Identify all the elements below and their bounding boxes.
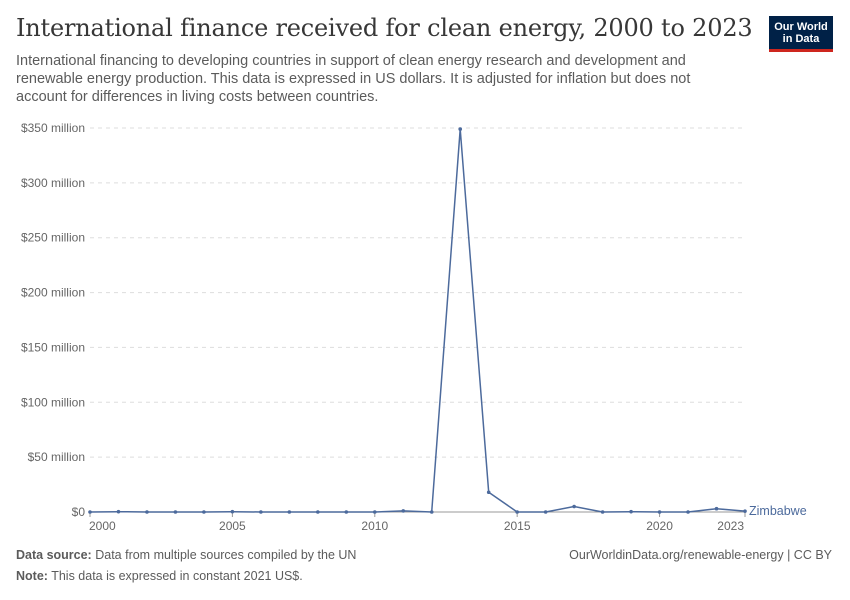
data-point [515,510,519,514]
data-point [600,510,605,514]
note-label: Note: [16,569,48,583]
y-tick-label: $250 million [21,231,85,245]
data-point [486,490,491,495]
series-line-zimbabwe [89,128,746,513]
x-tick-label: 2020 [646,519,673,533]
data-point [743,509,747,513]
y-tick-label: $200 million [21,286,85,300]
series-label: Zimbabwe [749,504,807,518]
y-tick-label: $100 million [21,395,85,409]
data-point [458,127,463,131]
logo-line-2: in Data [782,33,820,45]
data-point [344,510,349,514]
data-source-label: Data source: [16,548,92,562]
data-point [316,510,320,514]
chart-subtitle: International financing to developing co… [16,53,691,105]
data-point [116,509,121,514]
data-point [686,510,690,514]
y-tick-label: $300 million [21,176,85,190]
data-point [145,510,149,514]
data-note: Note: This data is expressed in constant… [16,569,303,583]
data-point [429,510,434,514]
y-tick-label: $350 million [21,121,85,135]
data-point [287,510,292,514]
data-source: Data source: Data from multiple sources … [16,548,356,562]
owid-logo[interactable]: Our World in Data [769,16,833,52]
data-source-text: Data from multiple sources compiled by t… [95,548,357,562]
x-tick-label: 2010 [361,519,388,533]
logo-line-1: Our World [774,21,828,33]
data-point [173,510,178,514]
line-chart: $0 $50 million $100 million $150 million $20… [21,121,807,533]
x-tick-label: 2023 [717,519,744,533]
data-point [572,504,576,509]
data-point [714,506,719,511]
data-point [401,509,406,513]
data-point [88,510,92,514]
data-point [629,509,633,514]
y-tick-label: $150 million [21,340,85,354]
data-point [202,510,206,514]
note-text: This data is expressed in constant 2021 … [51,569,303,583]
x-tick-label: 2000 [89,519,116,533]
x-tick-label: 2005 [219,519,246,533]
y-tick-label: $50 million [28,450,85,464]
data-point [372,510,377,514]
chart-title: International finance received for clean… [16,14,753,42]
data-point [259,510,263,514]
x-tick-label: 2015 [504,519,531,533]
data-point [657,510,662,514]
data-point [543,510,548,514]
y-tick-label: $0 [72,505,86,519]
source-url[interactable]: OurWorldinData.org/renewable-energy | CC… [569,548,832,562]
data-point [230,509,235,514]
